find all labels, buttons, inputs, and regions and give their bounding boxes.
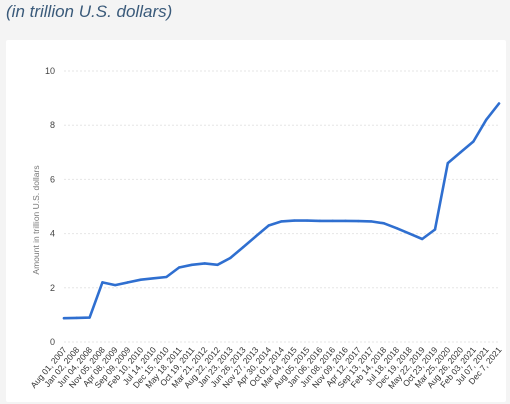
data-point	[293, 219, 296, 222]
y-axis-label: Amount in trillion U.S. dollars	[31, 165, 41, 274]
data-point	[139, 278, 142, 281]
data-point	[152, 277, 155, 280]
data-point	[101, 281, 104, 284]
data-point	[357, 219, 360, 223]
y-tick-label: 0	[50, 337, 55, 347]
y-tick-label: 2	[50, 283, 55, 293]
data-point	[344, 219, 347, 223]
series-line	[62, 102, 501, 320]
y-tick-label: 10	[45, 66, 55, 76]
data-point	[472, 140, 475, 143]
data-point	[75, 316, 78, 320]
data-point	[113, 283, 117, 287]
data-point	[203, 262, 206, 265]
data-point	[165, 275, 168, 279]
data-point	[62, 316, 66, 320]
data-point	[318, 219, 322, 223]
data-point	[433, 228, 437, 231]
y-tick-label: 4	[50, 229, 55, 239]
data-point	[126, 281, 130, 284]
data-point	[254, 235, 258, 238]
data-point	[305, 219, 309, 222]
y-tick-label: 6	[50, 174, 55, 184]
data-point	[280, 220, 283, 223]
data-point	[421, 237, 424, 241]
data-point	[459, 151, 462, 154]
data-point	[408, 232, 411, 235]
data-point	[446, 161, 450, 165]
data-point	[267, 224, 270, 227]
data-point	[190, 263, 194, 266]
data-point	[241, 245, 245, 249]
data-point	[395, 226, 398, 230]
data-point	[497, 102, 501, 105]
data-point	[331, 219, 334, 223]
y-tick-label: 8	[50, 120, 55, 130]
data-point	[485, 118, 488, 121]
data-point	[382, 222, 386, 225]
chart-card: 0 2 4 6 8 10 Aug 01, 2007 Jan 02, 2008 Jun 04, …	[6, 40, 506, 402]
data-point	[369, 220, 373, 223]
data-point	[216, 263, 219, 266]
data-point	[88, 316, 91, 319]
chart-subtitle: (in trillion U.S. dollars)	[6, 2, 173, 21]
data-point	[177, 266, 181, 269]
data-point	[229, 256, 232, 260]
